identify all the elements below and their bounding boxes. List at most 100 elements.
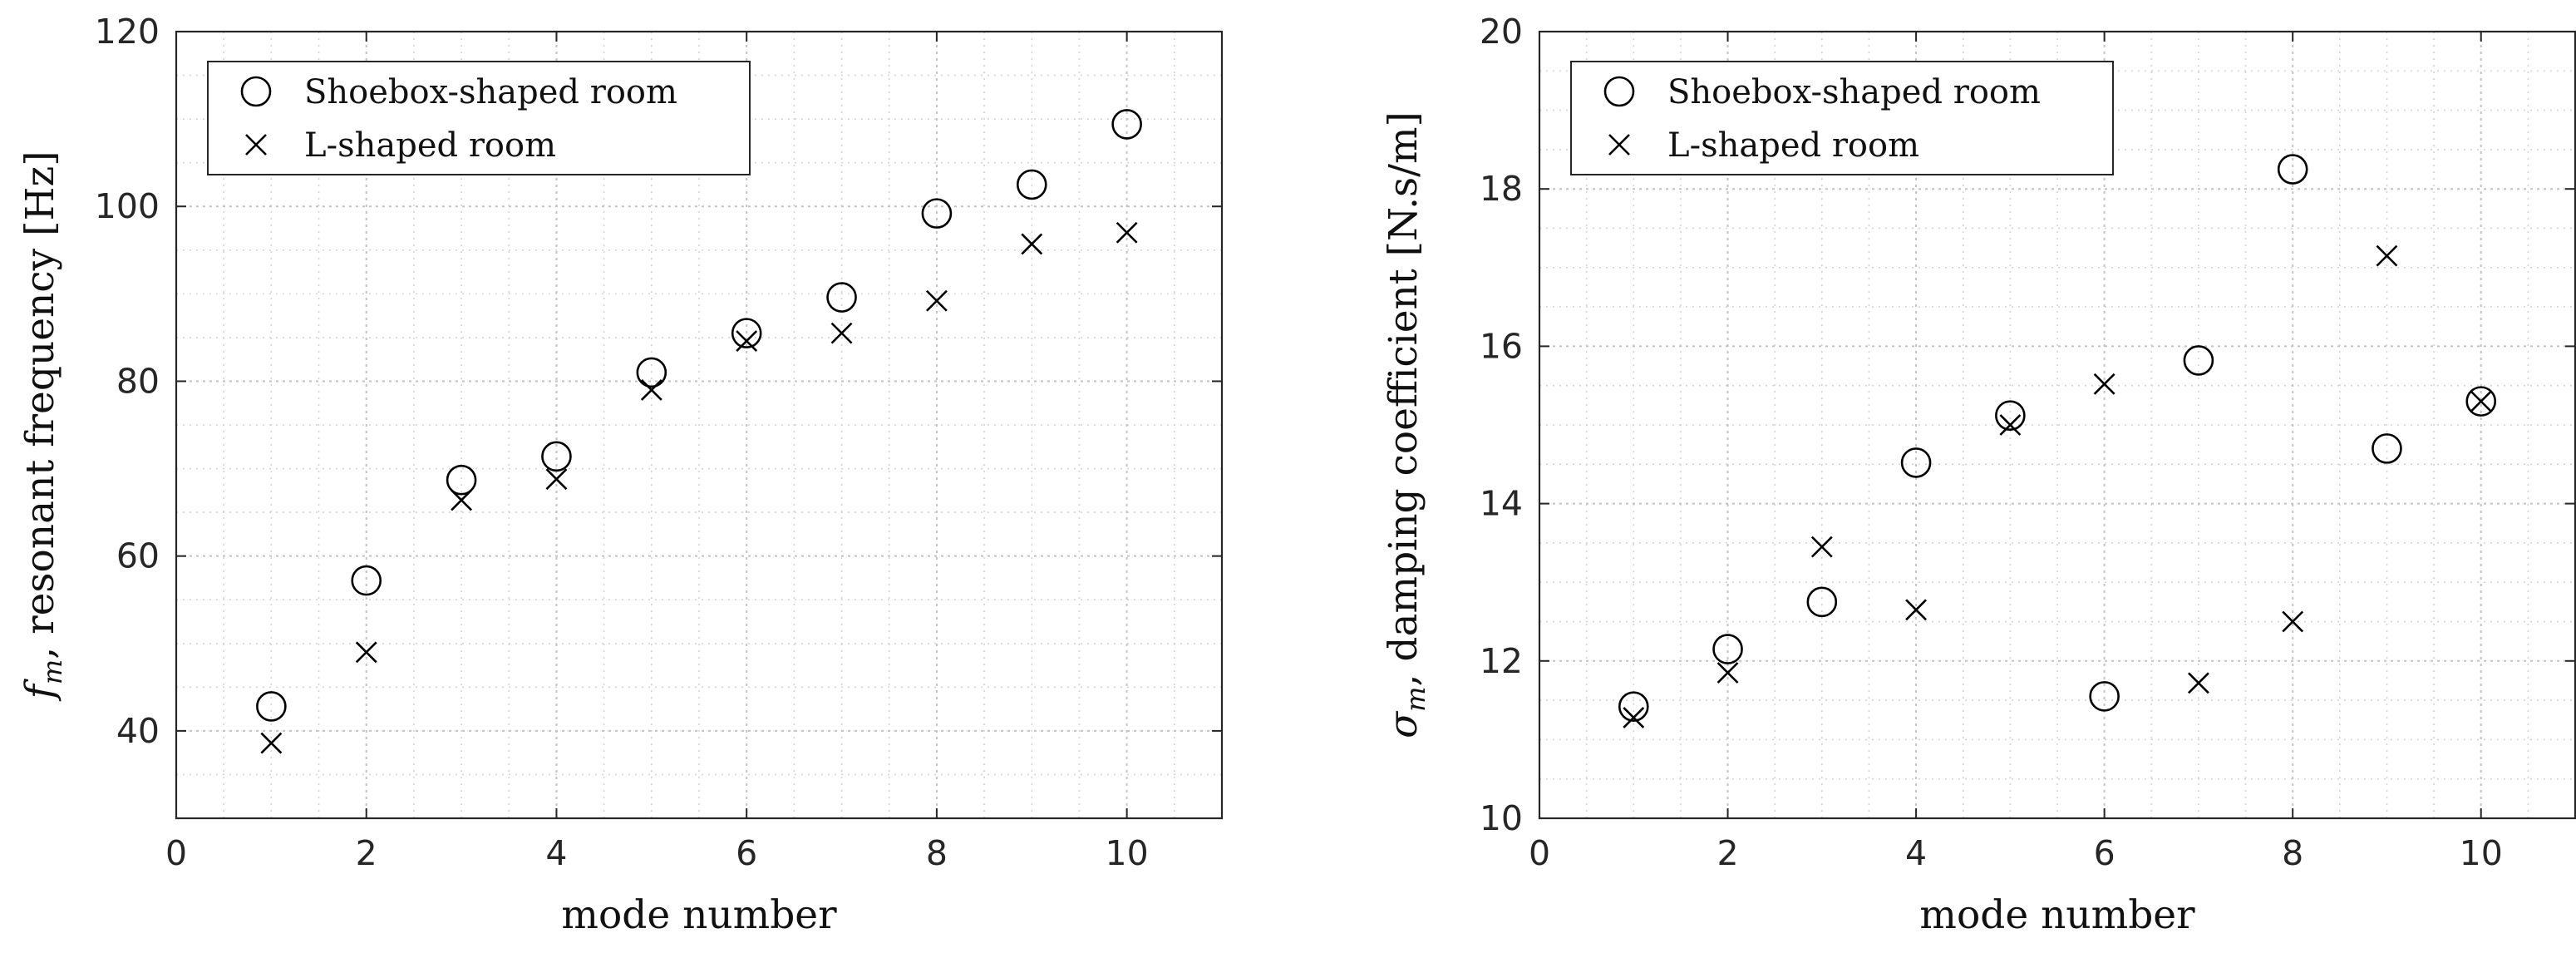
left-data-point-circle: [1016, 169, 1047, 200]
right-y-tick-label: 14: [1480, 484, 1523, 524]
left-panel-frequency: 0 2 4 6 8 10 40 60 80 100 120 mode number fm, resona…: [17, 12, 1224, 938]
left-y-axis-label-text: , resonant frequency [Hz]: [17, 151, 63, 659]
right-data-point-cross: [2282, 610, 2304, 633]
right-data-point-circle: [2183, 345, 2214, 376]
right-data-point-cross-stroke-b: [1999, 414, 2022, 436]
left-data-point-cross-stroke-b: [260, 732, 283, 754]
left-y-tick-label: 120: [95, 12, 160, 52]
right-data-point-circle: [1900, 447, 1932, 478]
left-data-point-circle: [731, 318, 762, 348]
right-data-point-cross: [2470, 390, 2492, 412]
right-data-point-circle: [1995, 400, 2026, 431]
right-data-point-cross-stroke-b: [1810, 536, 1833, 558]
left-data-point-cross-stroke-b: [830, 322, 853, 344]
right-y-axis-symbol: σ: [1381, 710, 1426, 738]
left-data-point-circle: [541, 441, 572, 472]
left-data-point-circle: [921, 198, 953, 229]
left-x-tick-label: 4: [545, 833, 567, 873]
right-y-tick-label: 18: [1480, 169, 1523, 209]
right-y-tick-label: 10: [1480, 798, 1523, 838]
left-data-point-cross: [925, 289, 948, 312]
left-series-shoebox: [256, 109, 1142, 722]
right-data-point-circle: [2465, 386, 2497, 417]
left-x-tick-label: 6: [736, 833, 757, 873]
right-data-point-cross-stroke-b: [1623, 706, 1645, 728]
right-data-point-cross: [1999, 414, 2022, 436]
left-data-point-circle: [351, 565, 382, 596]
right-axes-box: [1538, 30, 2576, 820]
left-y-axis-subscript: m: [37, 659, 68, 684]
right-panel-damping: 0 2 4 6 8 10 10 12 14 16 18 20 mode number σm, dampin…: [1381, 12, 2576, 938]
right-data-point-cross-stroke-b: [1717, 662, 1739, 684]
right-data-point-cross-stroke-b: [2282, 610, 2304, 633]
left-data-point-circle: [1111, 109, 1142, 140]
left-data-point-cross: [355, 641, 377, 664]
left-data-point-circle: [446, 464, 477, 496]
left-y-tick-label: 40: [116, 711, 160, 751]
right-series-l-shaped: [1623, 244, 2492, 728]
left-data-point-cross: [1116, 221, 1138, 244]
left-data-point-cross: [260, 732, 283, 754]
right-legend-marker-cross: [1608, 134, 1630, 156]
left-x-axis-label: mode number: [561, 892, 837, 938]
left-legend-box: [207, 61, 751, 175]
right-y-axis-label: σm, damping coefficient [N.s/m]: [1381, 111, 1431, 738]
left-axes-box: [175, 30, 1224, 820]
left-x-tick-label: 0: [165, 833, 187, 873]
right-y-axis-label-text: , damping coefficient [N.s/m]: [1381, 111, 1426, 686]
left-data-point-circle: [256, 691, 287, 722]
right-x-tick-label: 0: [1529, 833, 1550, 873]
right-x-tick-label: 2: [1717, 833, 1738, 873]
right-legend-label: Shoebox-shaped room: [1667, 73, 2041, 111]
left-data-point-cross-stroke-b: [451, 489, 473, 511]
left-data-point-cross-stroke-b: [736, 330, 758, 353]
right-series-shoebox: [1618, 154, 2497, 722]
left-data-point-cross: [736, 330, 758, 353]
right-data-point-cross-stroke-b: [2470, 390, 2492, 412]
right-data-point-circle: [2089, 681, 2120, 712]
left-x-tick-label: 10: [1106, 833, 1149, 873]
right-data-point-cross-stroke-b: [1905, 599, 1928, 621]
left-y-tick-label: 100: [95, 186, 160, 226]
right-data-point-cross-stroke-b: [2376, 244, 2398, 267]
right-legend-box: [1570, 61, 2114, 175]
left-x-tick-label: 8: [926, 833, 948, 873]
right-data-point-cross: [2376, 244, 2398, 267]
left-legend-label: L-shaped room: [304, 126, 556, 165]
left-data-point-cross: [640, 379, 662, 401]
right-legend-marker-cross-stroke-b: [1608, 134, 1630, 156]
right-y-tick-label: 16: [1480, 326, 1523, 366]
right-data-point-circle: [1712, 634, 1743, 664]
right-data-point-cross: [1623, 706, 1645, 728]
right-y-axis-subscript: m: [1400, 686, 1431, 711]
right-data-point-cross: [1810, 536, 1833, 558]
left-legend-marker-cross-stroke-b: [245, 134, 267, 156]
left-data-point-cross-stroke-b: [545, 468, 568, 491]
left-data-point-cross: [545, 468, 568, 491]
right-data-point-cross: [1717, 662, 1739, 684]
left-data-point-cross-stroke-b: [640, 379, 662, 401]
left-data-point-cross: [830, 322, 853, 344]
right-x-axis-label: mode number: [1919, 892, 2195, 938]
right-data-point-cross: [2187, 672, 2209, 694]
left-data-point-cross-stroke-b: [1116, 221, 1138, 244]
right-x-tick-label: 4: [1905, 833, 1927, 873]
right-data-point-circle: [1618, 691, 1649, 722]
right-data-point-cross-stroke-b: [2187, 672, 2209, 694]
left-data-point-circle: [636, 357, 667, 388]
left-y-tick-label: 80: [116, 361, 160, 401]
right-x-tick-label: 8: [2282, 833, 2303, 873]
left-data-point-cross-stroke-b: [1021, 233, 1043, 255]
left-y-axis-label: fm, resonant frequency [Hz]: [17, 151, 68, 701]
right-x-tick-label: 10: [2460, 833, 2503, 873]
right-x-tick-label: 6: [2094, 833, 2115, 873]
right-y-tick-label: 20: [1480, 12, 1523, 52]
left-legend: Shoebox-shaped room L-shaped room: [207, 61, 751, 175]
left-data-point-cross-stroke-b: [925, 289, 948, 312]
left-data-point-cross-stroke-b: [355, 641, 377, 664]
right-data-point-cross: [2093, 373, 2115, 395]
right-data-point-circle: [2277, 154, 2308, 185]
left-data-point-cross: [1021, 233, 1043, 255]
left-data-point-cross: [451, 489, 473, 511]
